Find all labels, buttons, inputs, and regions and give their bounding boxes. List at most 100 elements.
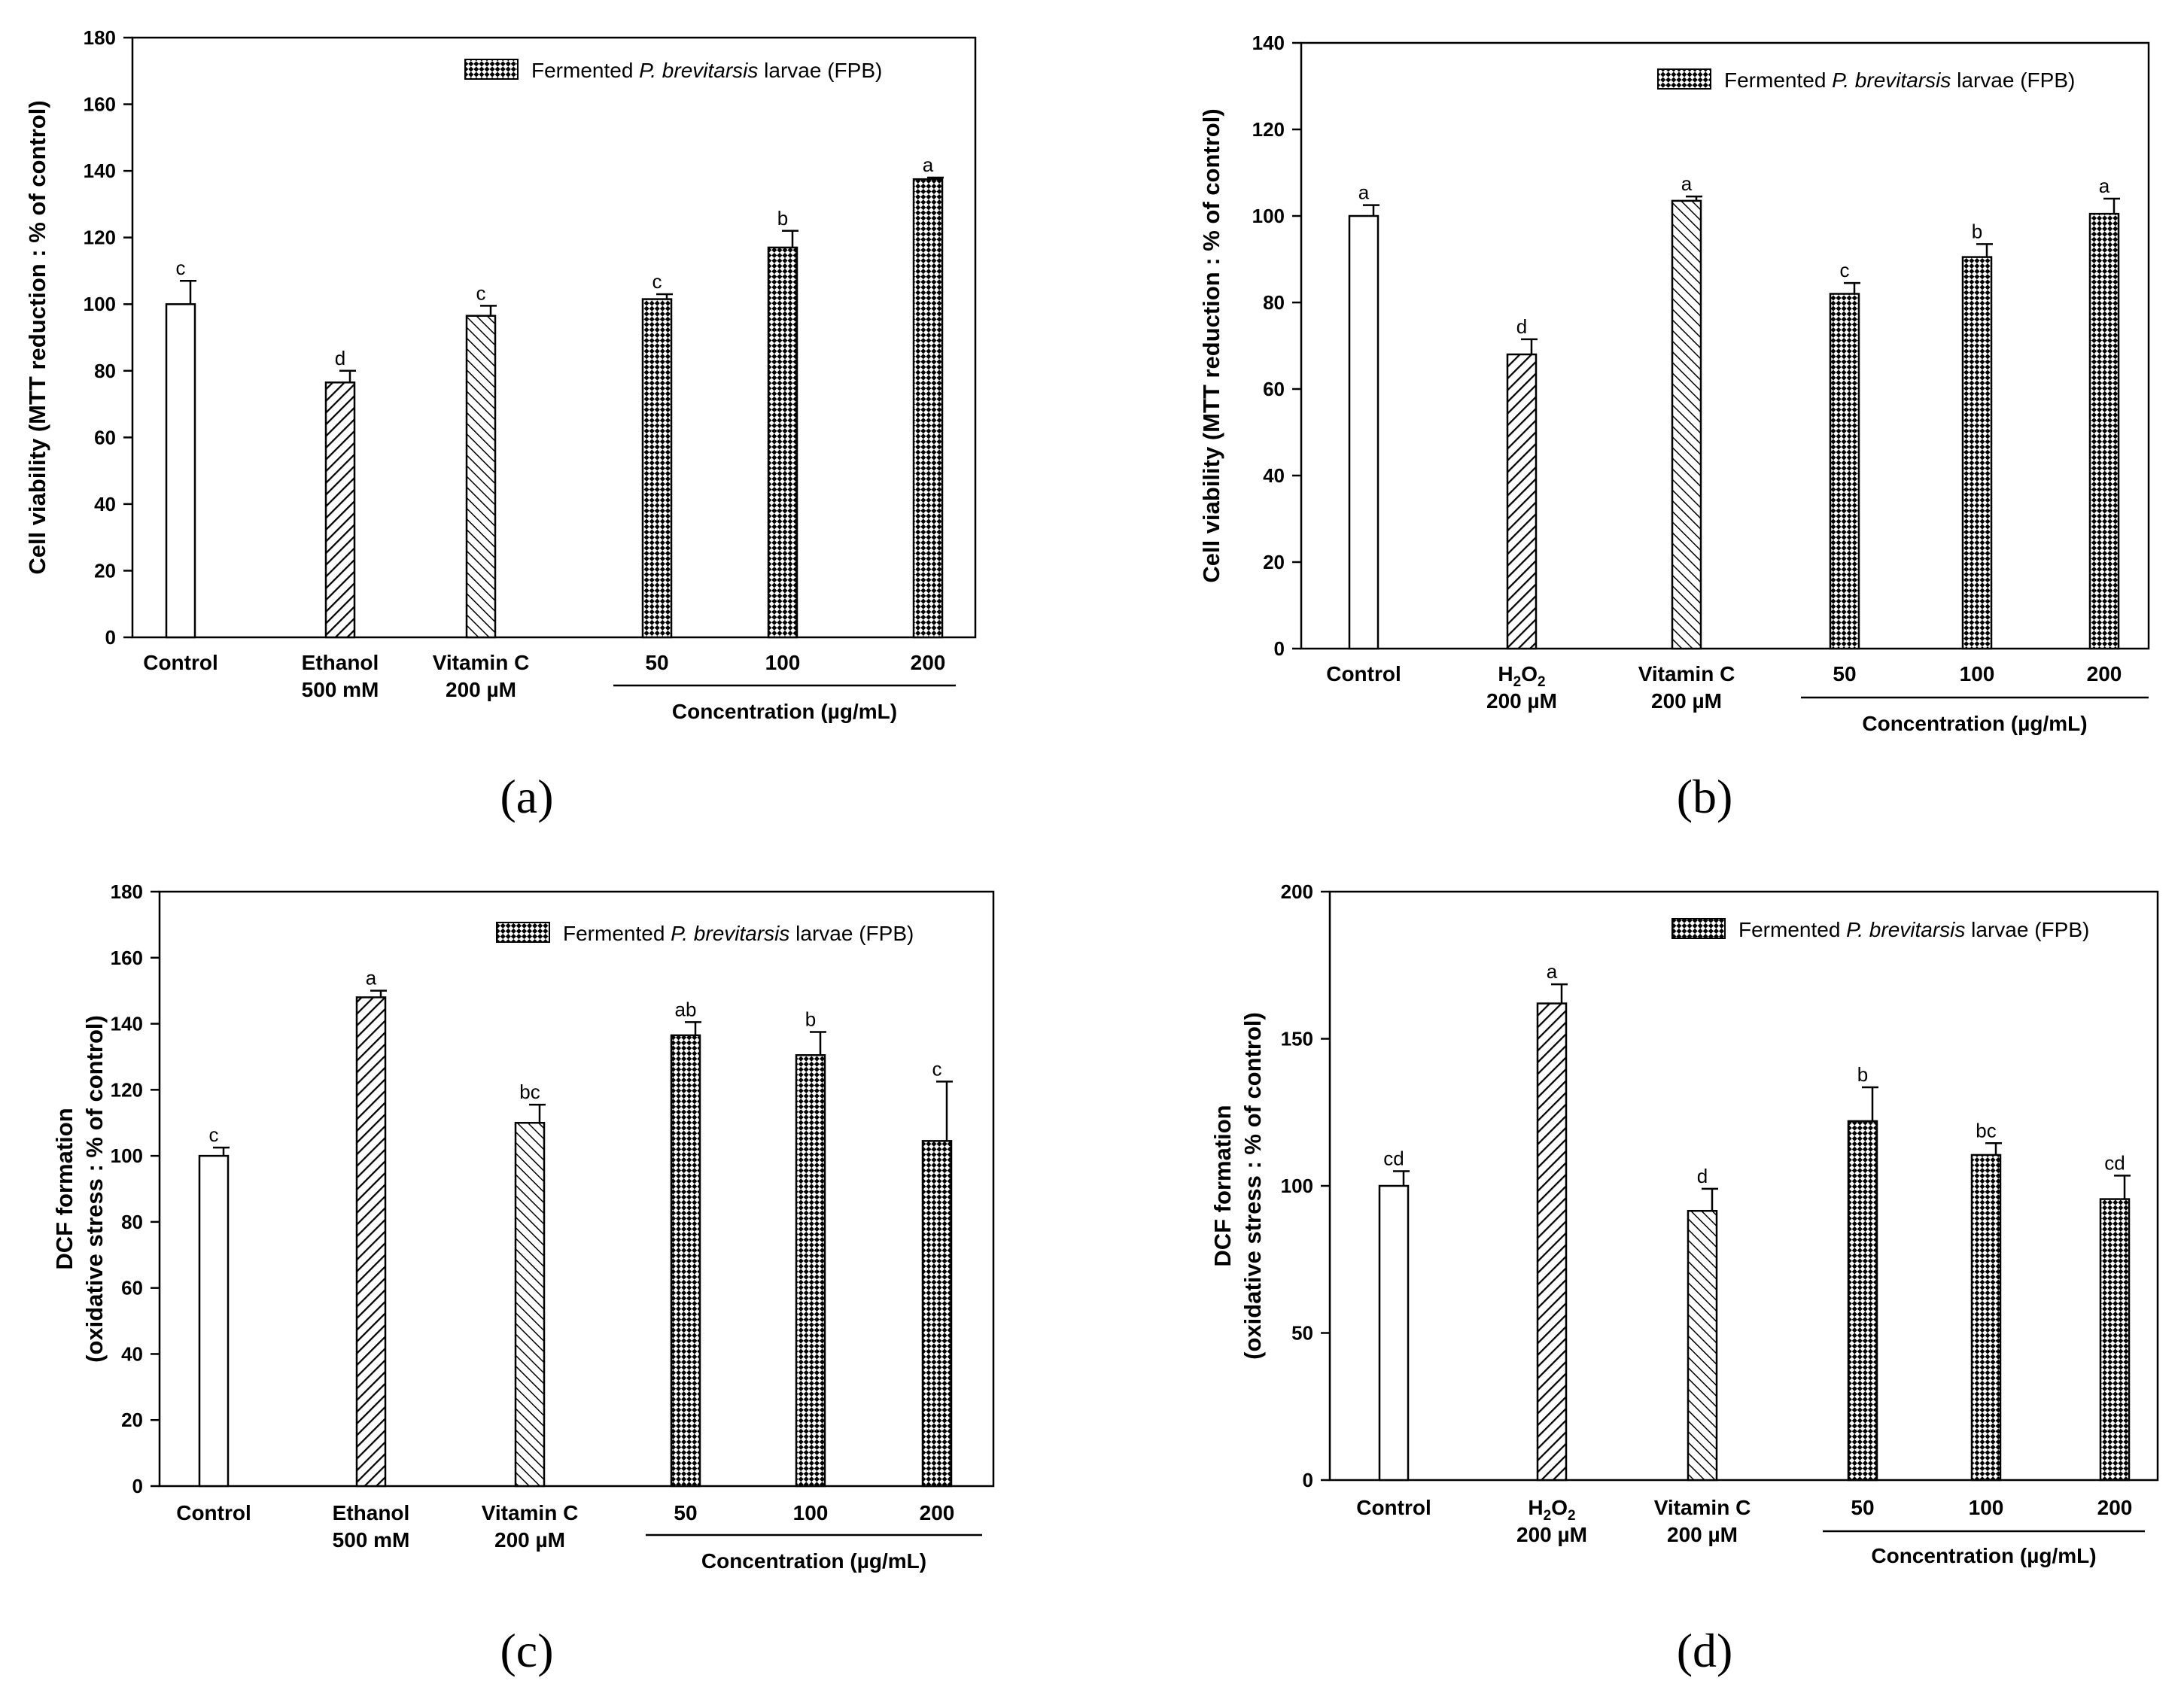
- category-label: 200: [2097, 1496, 2133, 1519]
- y-tick-label: 0: [105, 626, 116, 649]
- significance-label: cd: [1383, 1147, 1404, 1169]
- y-tick-label: 80: [121, 1211, 143, 1233]
- bar: [1348, 214, 1379, 650]
- category-label: 200 µM: [494, 1528, 565, 1552]
- significance-label: d: [1516, 315, 1527, 338]
- category-label: 100: [793, 1501, 829, 1524]
- category-label: Vitamin C: [1654, 1496, 1751, 1519]
- significance-label: c: [1840, 259, 1850, 281]
- y-axis-title: DCF formation: [1209, 1105, 1236, 1266]
- y-tick-label: 60: [121, 1277, 143, 1299]
- significance-label: a: [1358, 181, 1370, 204]
- category-label: Control: [1326, 662, 1401, 685]
- category-label: 100: [1969, 1496, 2004, 1519]
- legend-label: Fermented P. brevitarsis larvae (FPB): [1738, 918, 2089, 941]
- bar: [514, 1121, 546, 1488]
- y-tick-label: 100: [1281, 1175, 1313, 1197]
- category-label: 50: [1833, 662, 1856, 685]
- significance-label: b: [777, 207, 788, 229]
- significance-label: d: [335, 347, 345, 369]
- significance-label: bc: [1976, 1119, 1996, 1141]
- category-label: 200 µM: [1667, 1523, 1738, 1546]
- significance-label: c: [176, 257, 186, 279]
- y-tick-label: 140: [1252, 32, 1285, 54]
- bar: [1671, 199, 1702, 650]
- legend-swatch: [1657, 68, 1711, 90]
- y-tick-label: 0: [132, 1475, 143, 1497]
- significance-label: c: [476, 281, 486, 304]
- group-label: Concentration (µg/mL): [672, 700, 897, 723]
- significance-label: c: [652, 270, 662, 293]
- significance-label: d: [1697, 1165, 1708, 1187]
- category-label: 200: [2087, 662, 2122, 685]
- bar: [795, 1054, 826, 1488]
- bar: [1506, 353, 1538, 650]
- bar: [198, 1154, 230, 1488]
- category-label: 50: [674, 1501, 697, 1524]
- panel-label: (d): [1677, 1624, 1733, 1677]
- y-tick-label: 60: [1263, 378, 1285, 400]
- significance-label: b: [805, 1008, 816, 1031]
- y-axis-title: Cell viability (MTT reduction : % of con…: [24, 100, 50, 574]
- y-tick-label: 100: [84, 293, 116, 315]
- y-tick-label: 50: [1291, 1322, 1313, 1345]
- chart-panel-d: 0 50 100 150 200 DCF formation (oxidative stre…: [1209, 880, 2159, 1677]
- y-tick-label: 20: [121, 1409, 143, 1431]
- bar: [767, 246, 798, 639]
- bar: [1536, 1002, 1568, 1482]
- y-tick-label: 100: [111, 1144, 143, 1167]
- y-tick-label: 160: [84, 93, 116, 116]
- significance-label: cd: [2104, 1151, 2125, 1174]
- category-label: 100: [1960, 662, 1995, 685]
- category-label: 500 mM: [302, 678, 379, 701]
- y-tick-label: 140: [84, 160, 116, 182]
- plot-frame: [131, 36, 977, 639]
- y-tick-label: 120: [1252, 118, 1285, 141]
- panel-label: (a): [500, 770, 553, 823]
- y-tick-label: 120: [84, 226, 116, 249]
- y-tick-label: 180: [111, 880, 143, 903]
- y-tick-label: 200: [1281, 880, 1313, 903]
- y-tick-label: 60: [94, 426, 116, 448]
- significance-label: b: [1857, 1063, 1868, 1086]
- y-tick-label: 120: [111, 1078, 143, 1101]
- category-label: 200 µM: [1651, 689, 1722, 713]
- category-label: 50: [1851, 1496, 1874, 1519]
- group-label: Concentration (µg/mL): [1862, 712, 2087, 735]
- category-label: Vitamin C: [1638, 662, 1735, 685]
- significance-label: a: [1547, 960, 1558, 983]
- y-tick-label: 40: [1263, 464, 1285, 487]
- bar: [1970, 1154, 2002, 1482]
- y-tick-label: 160: [111, 947, 143, 969]
- chart-panel-a: 0 20 40 60 80 100 120 140 160 180 Cell viability (…: [24, 26, 977, 823]
- significance-label: a: [1681, 172, 1693, 195]
- bar: [2088, 212, 2120, 650]
- legend-label: Fermented P. brevitarsis larvae (FPB): [563, 922, 914, 945]
- legend-label: Fermented P. brevitarsis larvae (FPB): [1724, 68, 2075, 92]
- category-label: 200 µM: [1516, 1523, 1587, 1546]
- y-tick-label: 150: [1281, 1028, 1313, 1050]
- category-label: Control: [143, 651, 218, 674]
- bar: [465, 315, 497, 639]
- legend-swatch: [464, 59, 519, 80]
- significance-label: a: [2099, 175, 2110, 197]
- category-label: 100: [765, 651, 801, 674]
- y-tick-label: 140: [111, 1013, 143, 1035]
- bar: [1378, 1184, 1410, 1482]
- y-tick-label: 0: [1303, 1469, 1313, 1491]
- chart-panel-b: 0 20 40 60 80 100 120 140 Cell viability (MTT re…: [1198, 32, 2150, 823]
- category-label: Ethanol: [333, 1501, 410, 1524]
- y-tick-label: 40: [94, 493, 116, 515]
- category-label: Vitamin C: [433, 651, 530, 674]
- panel-label: (c): [500, 1624, 553, 1677]
- bar: [355, 996, 387, 1488]
- significance-label: a: [366, 967, 377, 989]
- y-tick-label: 20: [1263, 551, 1285, 573]
- plot-frame: [1300, 41, 2150, 650]
- chart-panel-c: 0 20 40 60 80 100 120 140 160 180 DCF formation (ox…: [51, 880, 995, 1677]
- plot-frame: [1328, 890, 2159, 1482]
- significance-label: a: [923, 153, 934, 176]
- y-axis-subtitle: (oxidative stress : % of control): [1240, 1012, 1266, 1360]
- legend-label: Fermented P. brevitarsis larvae (FPB): [531, 59, 882, 82]
